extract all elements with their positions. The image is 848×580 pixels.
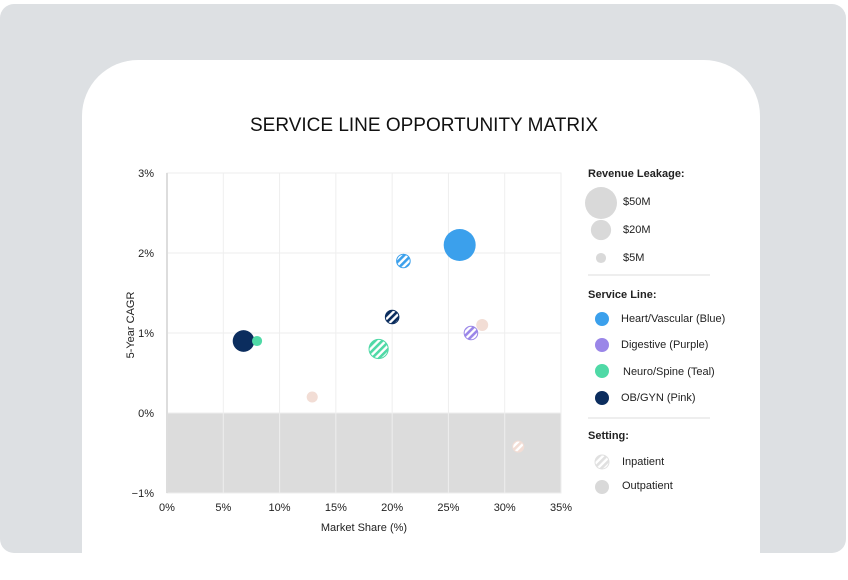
legend-size-marker	[595, 252, 607, 264]
legend-size-title: Revenue Leakage:	[588, 168, 685, 180]
x-tick-label: 35%	[550, 502, 572, 514]
y-tick-label: −1%	[132, 488, 155, 500]
y-tick-label: 1%	[138, 328, 154, 340]
x-tick-label: 0%	[159, 502, 175, 514]
data-point	[512, 440, 525, 453]
legend-size-label: $50M	[623, 196, 651, 208]
data-point	[384, 309, 400, 325]
x-tick-label: 20%	[381, 502, 403, 514]
data-point	[251, 335, 263, 347]
data-point	[232, 330, 255, 352]
legend-color-marker	[595, 391, 609, 405]
data-point	[368, 338, 389, 360]
legend-size-label: $20M	[623, 224, 651, 236]
legend-size-marker	[590, 219, 612, 241]
legend-setting-title: Setting:	[588, 430, 629, 442]
y-tick-label: 3%	[138, 168, 154, 180]
x-axis-label: Market Share (%)	[321, 522, 407, 534]
data-point	[463, 325, 479, 341]
x-tick-label: 5%	[215, 502, 231, 514]
data-point	[396, 253, 411, 269]
legend-color-marker	[595, 312, 609, 326]
data-point	[443, 229, 476, 261]
legend-size-marker	[585, 187, 617, 219]
y-tick-label: 2%	[138, 248, 154, 260]
x-tick-label: 10%	[269, 502, 291, 514]
legend-color-marker	[595, 338, 609, 352]
y-tick-label: 0%	[138, 408, 154, 420]
chart-title: SERVICE LINE OPPORTUNITY MATRIX	[249, 115, 599, 136]
legend-size-label: $5M	[623, 252, 645, 264]
legend-setting-label: Inpatient	[622, 456, 665, 468]
legend-color-marker	[595, 364, 609, 378]
y-axis-label: 5-Year CAGR	[125, 292, 137, 359]
legend-inpatient-marker	[594, 454, 610, 470]
data-point	[476, 319, 489, 331]
x-tick-label: 30%	[494, 502, 516, 514]
negative-region	[167, 413, 561, 493]
legend-color-label: Neuro/Spine (Teal)	[623, 366, 715, 378]
legend-color-title: Service Line:	[588, 289, 657, 301]
legend-outpatient-marker	[595, 480, 609, 494]
x-tick-label: 25%	[437, 502, 459, 514]
legend-setting-label: Outpatient	[622, 480, 673, 492]
legend-color-label: OB/GYN (Pink)	[621, 392, 696, 404]
legend-color-label: Heart/Vascular (Blue)	[621, 313, 726, 325]
data-point	[306, 391, 318, 403]
legend-color-label: Digestive (Purple)	[621, 339, 709, 351]
scatter-chart: 0% 5% 10% 15% 20% 25% 30% 35% 3% 2% 1% 0% −1% Market …	[125, 168, 710, 534]
x-tick-label: 15%	[325, 502, 347, 514]
